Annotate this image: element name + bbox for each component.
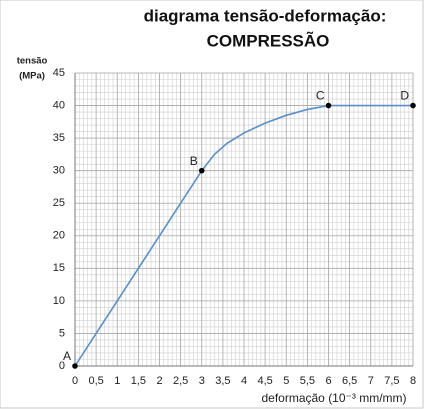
point-marker [325,102,332,109]
x-tick-label: 2,5 [173,375,188,387]
y-tick-label: 0 [59,360,65,372]
y-tick-label: 5 [59,327,65,339]
x-tick-label: 7 [368,375,374,387]
point-label: B [190,154,198,168]
y-tick-label: 35 [53,132,65,144]
y-tick-label: 15 [53,262,65,274]
x-tick-label: 5 [283,375,289,387]
y-tick-label: 40 [53,99,65,111]
point-label: A [63,349,71,363]
x-tick-label: 3,5 [215,375,230,387]
point-label: C [316,89,325,103]
y-axis-label: tensão [17,56,48,67]
x-tick-label: 5,5 [300,375,315,387]
x-tick-label: 7,5 [384,375,399,387]
chart-title: diagrama tensão-deformação: [144,6,387,25]
y-tick-label: 45 [53,67,65,79]
x-tick-label: 3 [199,375,205,387]
line-series [74,104,413,367]
point-marker [72,363,78,369]
y-tick-label: 10 [53,295,65,307]
x-tick-label: 6,5 [342,375,357,387]
x-tick-label: 4,5 [257,375,272,387]
x-tick-label: 0,5 [88,375,103,387]
y-tick-label: 30 [53,165,65,177]
x-tick-label: 1 [114,375,120,387]
x-axis-label: deformação (10⁻³ mm/mm) [261,391,406,405]
x-tick-label: 0 [72,375,78,387]
point-marker [198,167,205,174]
y-axis-label: (MPa) [19,71,45,82]
y-tick-label: 20 [53,230,65,242]
x-tick-label: 6 [325,375,331,387]
point-marker [410,102,416,109]
x-tick-label: 4 [241,375,247,387]
chart-subtitle: COMPRESSÃO [207,30,330,50]
x-tick-label: 8 [410,375,416,387]
x-tick-label: 1,5 [131,375,146,387]
point-label: D [400,89,409,103]
x-tick-label: 2 [156,375,162,387]
y-tick-label: 25 [53,197,65,209]
